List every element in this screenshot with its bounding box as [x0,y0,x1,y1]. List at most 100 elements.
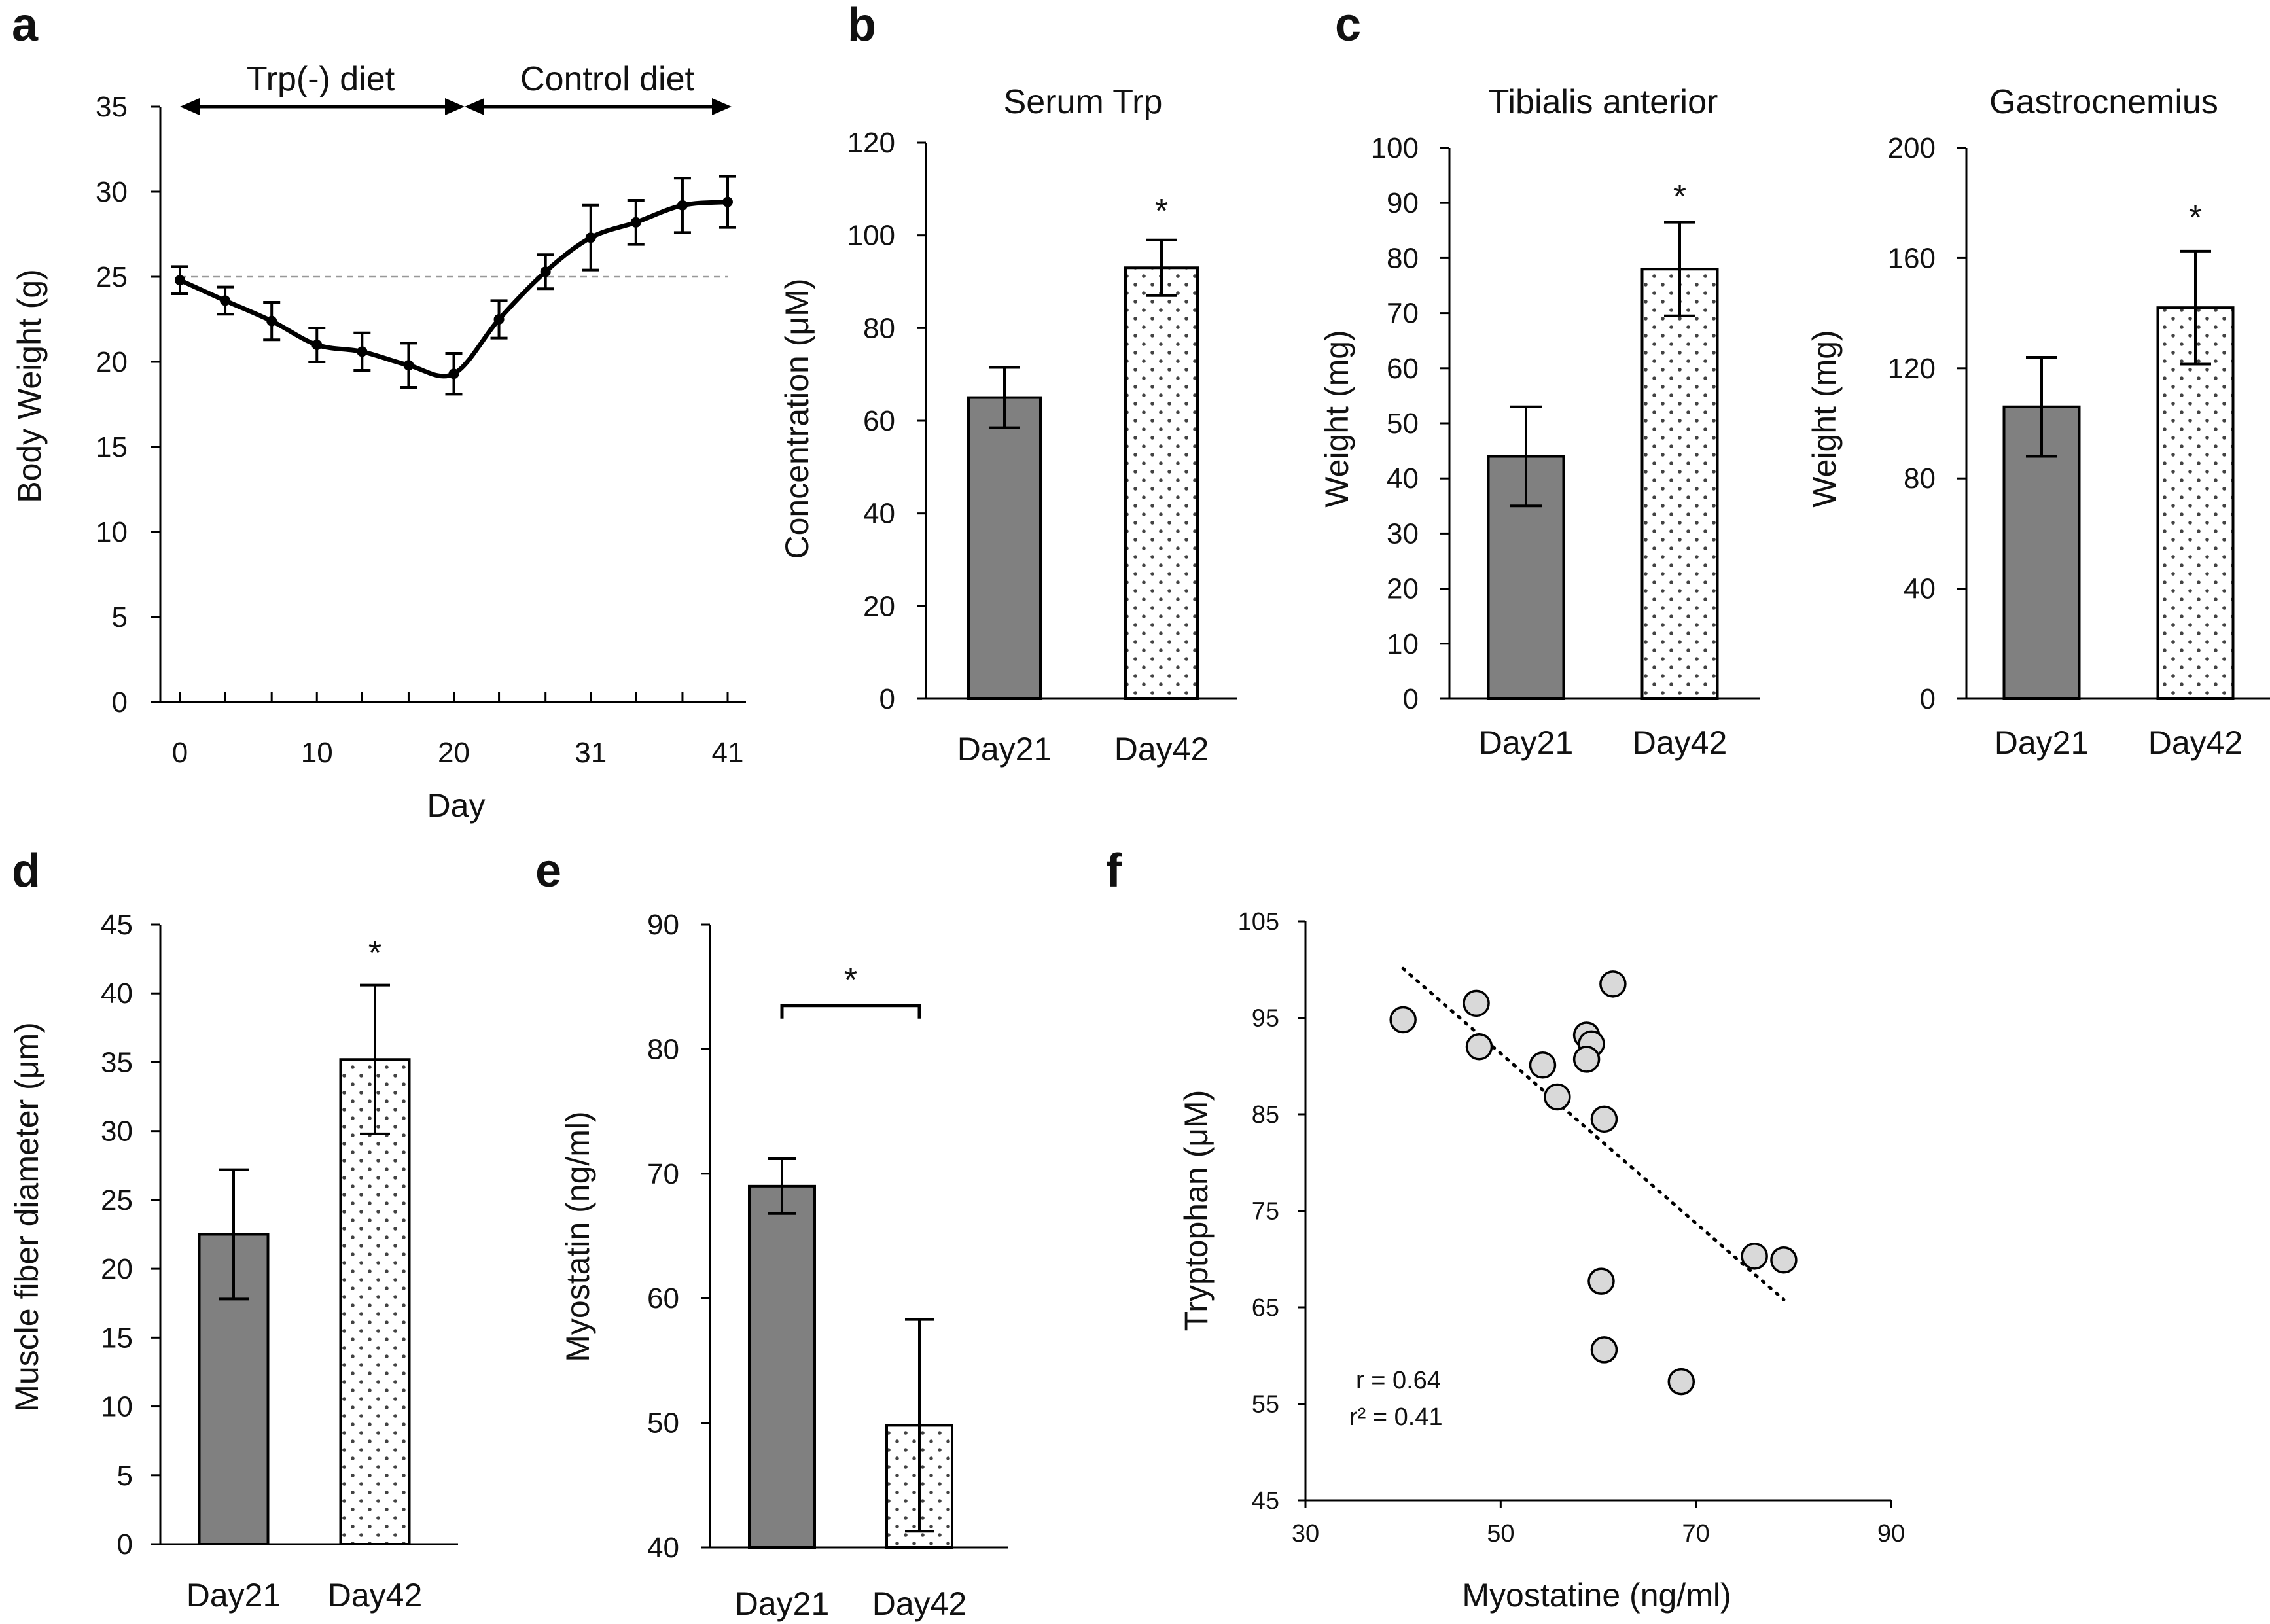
panel-d-y-tick-label: 5 [117,1460,133,1492]
panel-label-a: a [12,0,39,51]
panel-a-y-tick-label: 15 [96,431,128,463]
panel-e-y-tick-label: 60 [647,1282,679,1315]
panel-a-y-tick-label: 30 [96,176,128,208]
panel-a-axes [159,107,746,703]
panel-b-category-label: Day21 [957,731,1052,768]
panel-c-bar-day42 [1640,268,1719,700]
panel-a-series-line [179,200,728,379]
panel-c2-bar-day42 [2156,306,2235,700]
panel-a-data-point [448,368,459,380]
panel-a-data-point [220,295,231,306]
panel-a-data-point [175,275,185,286]
panel-e-y-axis-label: Myostatin (ng/ml) [559,1111,596,1362]
panel-b-y-tick-label: 0 [879,683,895,715]
panel-c2-y-tick-label: 80 [1904,463,1936,495]
panel-e-myostatin-bar-chart: Myostatin (ng/ml) 40 50 60 70 80 90 Day21 Day42… [559,909,1008,1622]
panel-a-y-tick-label: 10 [96,516,128,548]
panel-f-data-point [1465,1033,1493,1061]
panel-f-x-tick-label: 50 [1487,1520,1514,1547]
panel-d-significance-star: * [368,934,381,972]
panel-c-tibialis-bar-chart: Tibialis anterior Weight (mg) 0 10 20 30 40 5… [1319,83,1760,761]
panel-f-data-point [1667,1368,1695,1396]
panel-f-x-tick-label: 90 [1877,1520,1905,1547]
panel-b-y-tick-label: 120 [847,127,895,159]
panel-b-bar-day21 [967,396,1042,700]
panel-label-e: e [535,845,561,897]
panel-f-data-point [1529,1051,1557,1079]
panel-c-y-tick-label: 50 [1387,408,1419,440]
panel-c-y-tick-label: 100 [1371,132,1419,164]
panel-c-y-tick-label: 40 [1387,463,1419,495]
panel-b-significance-star: * [1155,192,1168,230]
panel-a-x-tick-label: 41 [712,737,744,769]
panel-a-y-tick-label: 0 [112,686,128,718]
panel-a-line-chart: 0 5 10 15 20 25 30 35 0 10 20 31 41 Trp(-) diet Con… [11,60,746,824]
panel-a-data-point [403,360,414,371]
panel-c-category-label: Day21 [1479,724,1574,761]
panel-a-data-point [493,314,505,325]
panel-e-y-tick-label: 50 [647,1407,679,1439]
panel-b-y-axis-label: Concentration (μM) [779,279,815,559]
panel-a-y-tick-label: 20 [96,346,128,378]
panel-f-y-tick-label: 75 [1252,1198,1279,1226]
panel-e-y-tick-label: 90 [647,909,679,941]
panel-a-data-point [630,217,641,228]
panel-label-d: d [12,845,41,897]
panel-e-y-tick-label: 40 [647,1532,679,1564]
panel-c2-title: Gastrocnemius [1989,83,2218,121]
panel-f-data-point [1590,1336,1618,1364]
panel-f-data-point [1544,1083,1571,1111]
panel-f-x-tick-label: 70 [1682,1520,1710,1547]
panel-f-y-tick-label: 65 [1252,1294,1279,1322]
panel-f-x-tick-label: 30 [1292,1520,1319,1547]
panel-b-y-tick-label: 40 [863,498,895,530]
panel-f-data-point [1599,970,1627,998]
panel-c2-y-tick-label: 120 [1888,353,1936,385]
panel-d-y-tick-label: 30 [101,1116,133,1148]
panel-f-y-tick-label: 95 [1252,1005,1279,1033]
trp-diet-label: Trp(-) diet [247,60,395,98]
panel-a-x-axis-label: Day [427,787,486,824]
panel-a-x-tick-label: 0 [172,737,188,769]
panel-c-y-tick-label: 10 [1387,628,1419,660]
panel-d-y-tick-label: 20 [101,1253,133,1285]
panel-b-y-tick-label: 80 [863,312,895,344]
panel-d-y-tick-label: 45 [101,909,133,941]
panel-c2-category-label: Day42 [2148,724,2243,761]
panel-d-y-tick-label: 15 [101,1322,133,1354]
panel-c-y-tick-label: 60 [1387,353,1419,385]
panel-a-x-tick-label: 10 [301,737,333,769]
panel-b-y-tick-label: 100 [847,220,895,252]
panel-d-y-tick-label: 40 [101,978,133,1010]
panel-c2-y-tick-label: 200 [1888,132,1936,164]
trp-diet-arrowhead-right [445,98,465,115]
panel-f-data-point [1587,1267,1615,1295]
panel-c-significance-star: * [1673,178,1686,216]
panel-a-y-tick-label: 5 [112,601,128,633]
panel-label-c: c [1335,0,1361,51]
panel-f-y-tick-label: 45 [1252,1487,1279,1515]
control-diet-label: Control diet [520,60,694,98]
panel-a-data-point [722,196,733,207]
panel-a-data-point [311,340,323,350]
panel-label-b: b [847,0,876,51]
panel-d-y-tick-label: 25 [101,1184,133,1216]
panel-c-y-tick-label: 90 [1387,187,1419,219]
panel-c-y-tick-label: 70 [1387,298,1419,330]
panel-e-y-tick-label: 70 [647,1158,679,1190]
panel-e-category-label: Day21 [735,1585,830,1622]
panel-f-data-point [1741,1243,1768,1270]
panel-a-data-point [585,232,596,243]
panel-d-category-label: Day21 [186,1577,281,1614]
panel-b-y-tick-label: 60 [863,405,895,437]
panel-b-y-tick-label: 20 [863,590,895,622]
panel-c2-significance-star: * [2189,199,2202,237]
trp-diet-arrowhead-left [180,98,200,115]
panel-e-y-tick-label: 80 [647,1033,679,1065]
panel-f-scatter-chart: 45 55 65 75 85 95 105 30 50 70 90 r = 0.64 r² = 0… [1178,908,1905,1614]
panel-b-serum-trp-bar-chart: Serum Trp Concentration (μM) 0 20 40 60 80 10… [779,83,1237,768]
panel-f-y-axis-label: Tryptophan (μM) [1178,1090,1215,1332]
panel-a-x-tick-label: 20 [438,737,470,769]
panel-a-y-axis-label: Body Weight (g) [11,269,48,503]
